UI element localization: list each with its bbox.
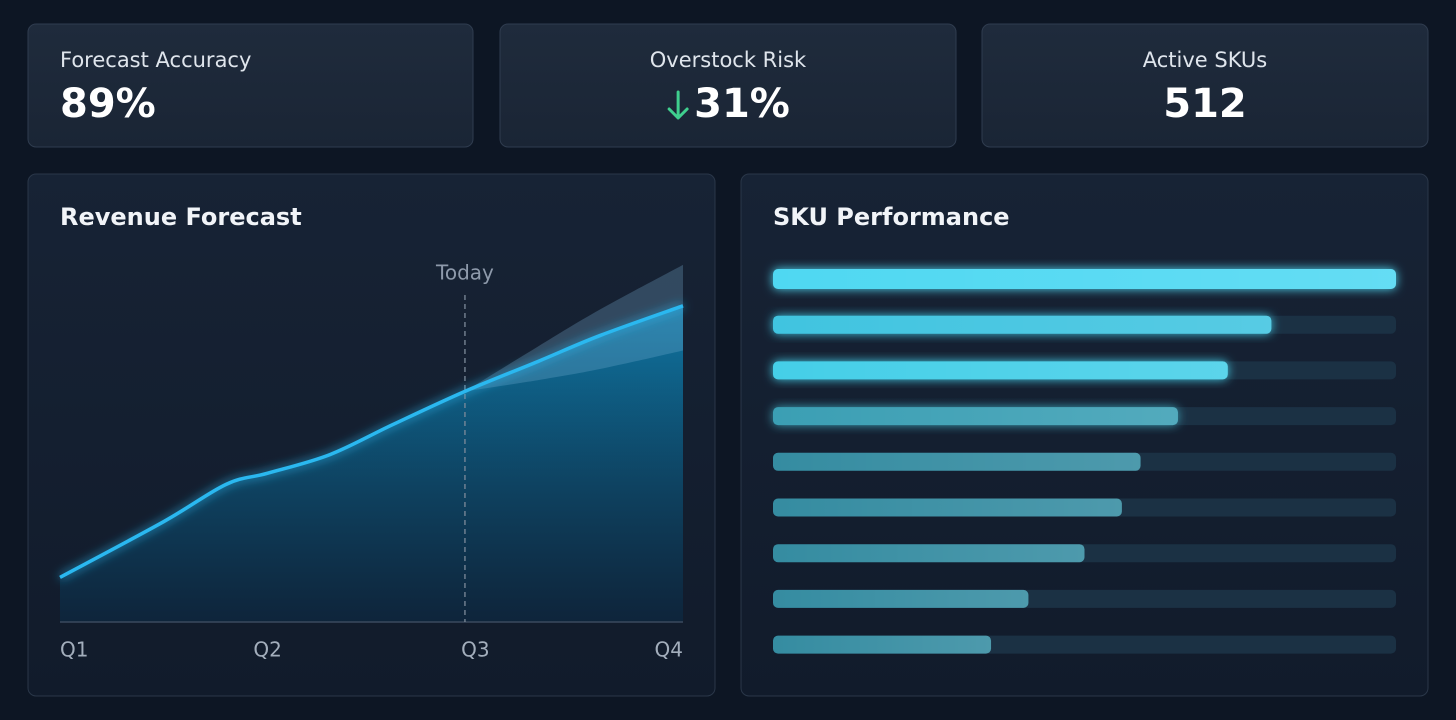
- x-tick-label: Q3: [461, 638, 489, 662]
- bar-sheen: [773, 269, 1396, 289]
- x-tick-label: Q2: [253, 638, 281, 662]
- area: [60, 305, 683, 622]
- chart-title: Revenue Forecast: [60, 203, 302, 231]
- kpi-card: [27, 23, 474, 148]
- chart-panel: [740, 173, 1429, 697]
- kpi-value: 31%: [694, 81, 790, 127]
- bar-sheen: [773, 407, 1178, 426]
- chart-title: SKU Performance: [773, 203, 1010, 231]
- bar-sheen: [773, 544, 1085, 563]
- kpi-card: [499, 23, 957, 148]
- kpi-value: 512: [1163, 81, 1247, 127]
- kpi-value: 89%: [60, 81, 156, 127]
- bar-sheen: [773, 589, 1029, 608]
- forecast-band: [464, 264, 683, 392]
- line: [59, 304, 684, 579]
- kpi-label: Forecast Accuracy: [60, 48, 251, 72]
- annotation: Today: [435, 261, 494, 285]
- bar-sheen: [773, 498, 1122, 517]
- bar-sheen: [773, 635, 992, 654]
- kpi-label: Active SKUs: [1143, 48, 1267, 72]
- kpi-card: [981, 23, 1429, 148]
- x-tick-label: Q4: [655, 638, 683, 662]
- bar-sheen: [773, 315, 1272, 334]
- trend-arrow: [667, 90, 689, 120]
- x-tick-label: Q1: [60, 638, 88, 662]
- bar-sheen: [773, 452, 1141, 471]
- kpi-label: Overstock Risk: [650, 48, 807, 72]
- bar-sheen: [773, 361, 1228, 380]
